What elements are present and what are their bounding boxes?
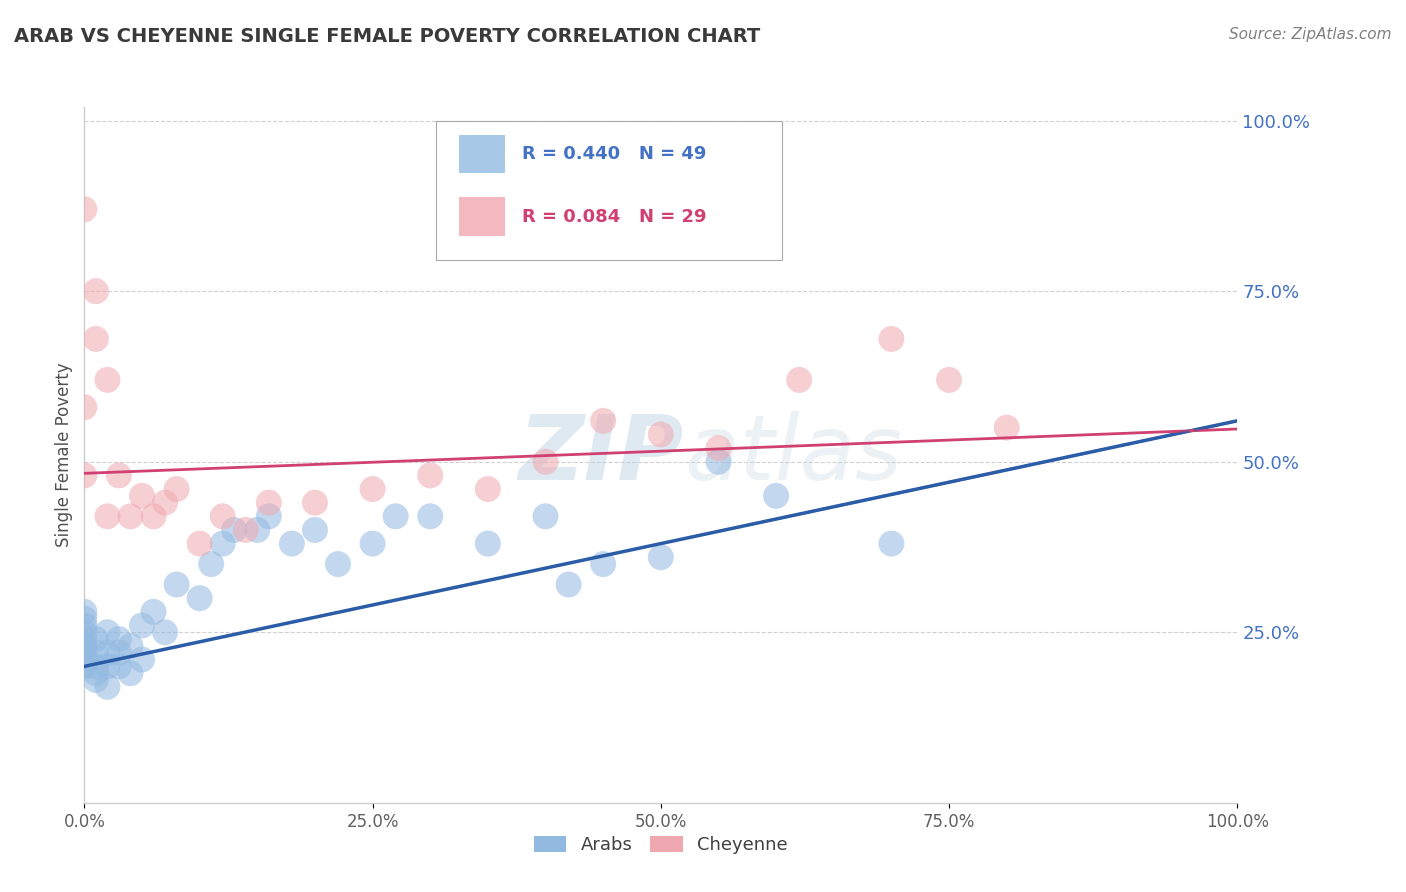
Text: Source: ZipAtlas.com: Source: ZipAtlas.com: [1229, 27, 1392, 42]
Point: [96, 646, 118, 660]
Point: [142, 605, 165, 619]
Text: ARAB VS CHEYENNE SINGLE FEMALE POVERTY CORRELATION CHART: ARAB VS CHEYENNE SINGLE FEMALE POVERTY C…: [14, 27, 761, 45]
Point: [73, 202, 96, 217]
Text: R = 0.084   N = 29: R = 0.084 N = 29: [523, 208, 707, 226]
Point: [707, 441, 730, 455]
Point: [84, 666, 107, 681]
Point: [131, 652, 153, 666]
Point: [650, 427, 672, 442]
Point: [304, 496, 326, 510]
Point: [96, 509, 118, 524]
Point: [257, 509, 280, 524]
Point: [73, 646, 96, 660]
Point: [73, 468, 96, 483]
Point: [384, 509, 406, 524]
Point: [224, 523, 246, 537]
Point: [257, 496, 280, 510]
Point: [477, 536, 499, 550]
Point: [108, 468, 131, 483]
Point: [592, 414, 614, 428]
Point: [120, 639, 142, 653]
Point: [650, 550, 672, 565]
Point: [477, 482, 499, 496]
Point: [84, 332, 107, 346]
Point: [880, 332, 903, 346]
Point: [188, 536, 211, 550]
Point: [211, 509, 233, 524]
Point: [120, 666, 142, 681]
Point: [787, 373, 810, 387]
Point: [108, 646, 131, 660]
Legend: Arabs, Cheyenne: Arabs, Cheyenne: [524, 827, 797, 863]
Point: [73, 639, 96, 653]
Point: [534, 455, 557, 469]
Point: [96, 680, 118, 694]
Point: [707, 455, 730, 469]
Point: [73, 659, 96, 673]
Point: [96, 659, 118, 673]
Point: [534, 509, 557, 524]
Text: ZIP: ZIP: [519, 411, 683, 499]
Bar: [460, 197, 505, 235]
Point: [142, 509, 165, 524]
Point: [131, 489, 153, 503]
Point: [108, 632, 131, 646]
Point: [120, 509, 142, 524]
Text: R = 0.440   N = 49: R = 0.440 N = 49: [523, 145, 707, 163]
Point: [938, 373, 960, 387]
Point: [765, 489, 787, 503]
Point: [73, 652, 96, 666]
FancyBboxPatch shape: [436, 121, 782, 260]
Point: [246, 523, 269, 537]
Point: [200, 557, 222, 571]
Point: [557, 577, 579, 591]
Point: [73, 605, 96, 619]
Bar: [460, 135, 505, 173]
Point: [131, 618, 153, 632]
Point: [304, 523, 326, 537]
Point: [73, 612, 96, 626]
Point: [108, 659, 131, 673]
Point: [235, 523, 257, 537]
Point: [84, 646, 107, 660]
Point: [188, 591, 211, 606]
Point: [153, 496, 176, 510]
Point: [96, 373, 118, 387]
Point: [592, 557, 614, 571]
Point: [281, 536, 304, 550]
Point: [419, 468, 441, 483]
Text: atlas: atlas: [683, 411, 901, 499]
Point: [73, 632, 96, 646]
Point: [166, 577, 188, 591]
Point: [73, 618, 96, 632]
Point: [995, 420, 1018, 434]
Point: [326, 557, 349, 571]
Point: [211, 536, 233, 550]
Point: [84, 673, 107, 687]
Point: [419, 509, 441, 524]
Point: [166, 482, 188, 496]
Point: [361, 536, 384, 550]
Point: [84, 659, 107, 673]
Point: [73, 625, 96, 640]
Point: [84, 632, 107, 646]
Y-axis label: Single Female Poverty: Single Female Poverty: [55, 363, 73, 547]
Point: [153, 625, 176, 640]
Point: [73, 400, 96, 414]
Point: [96, 625, 118, 640]
Point: [880, 536, 903, 550]
Point: [361, 482, 384, 496]
Point: [73, 639, 96, 653]
Point: [84, 284, 107, 298]
